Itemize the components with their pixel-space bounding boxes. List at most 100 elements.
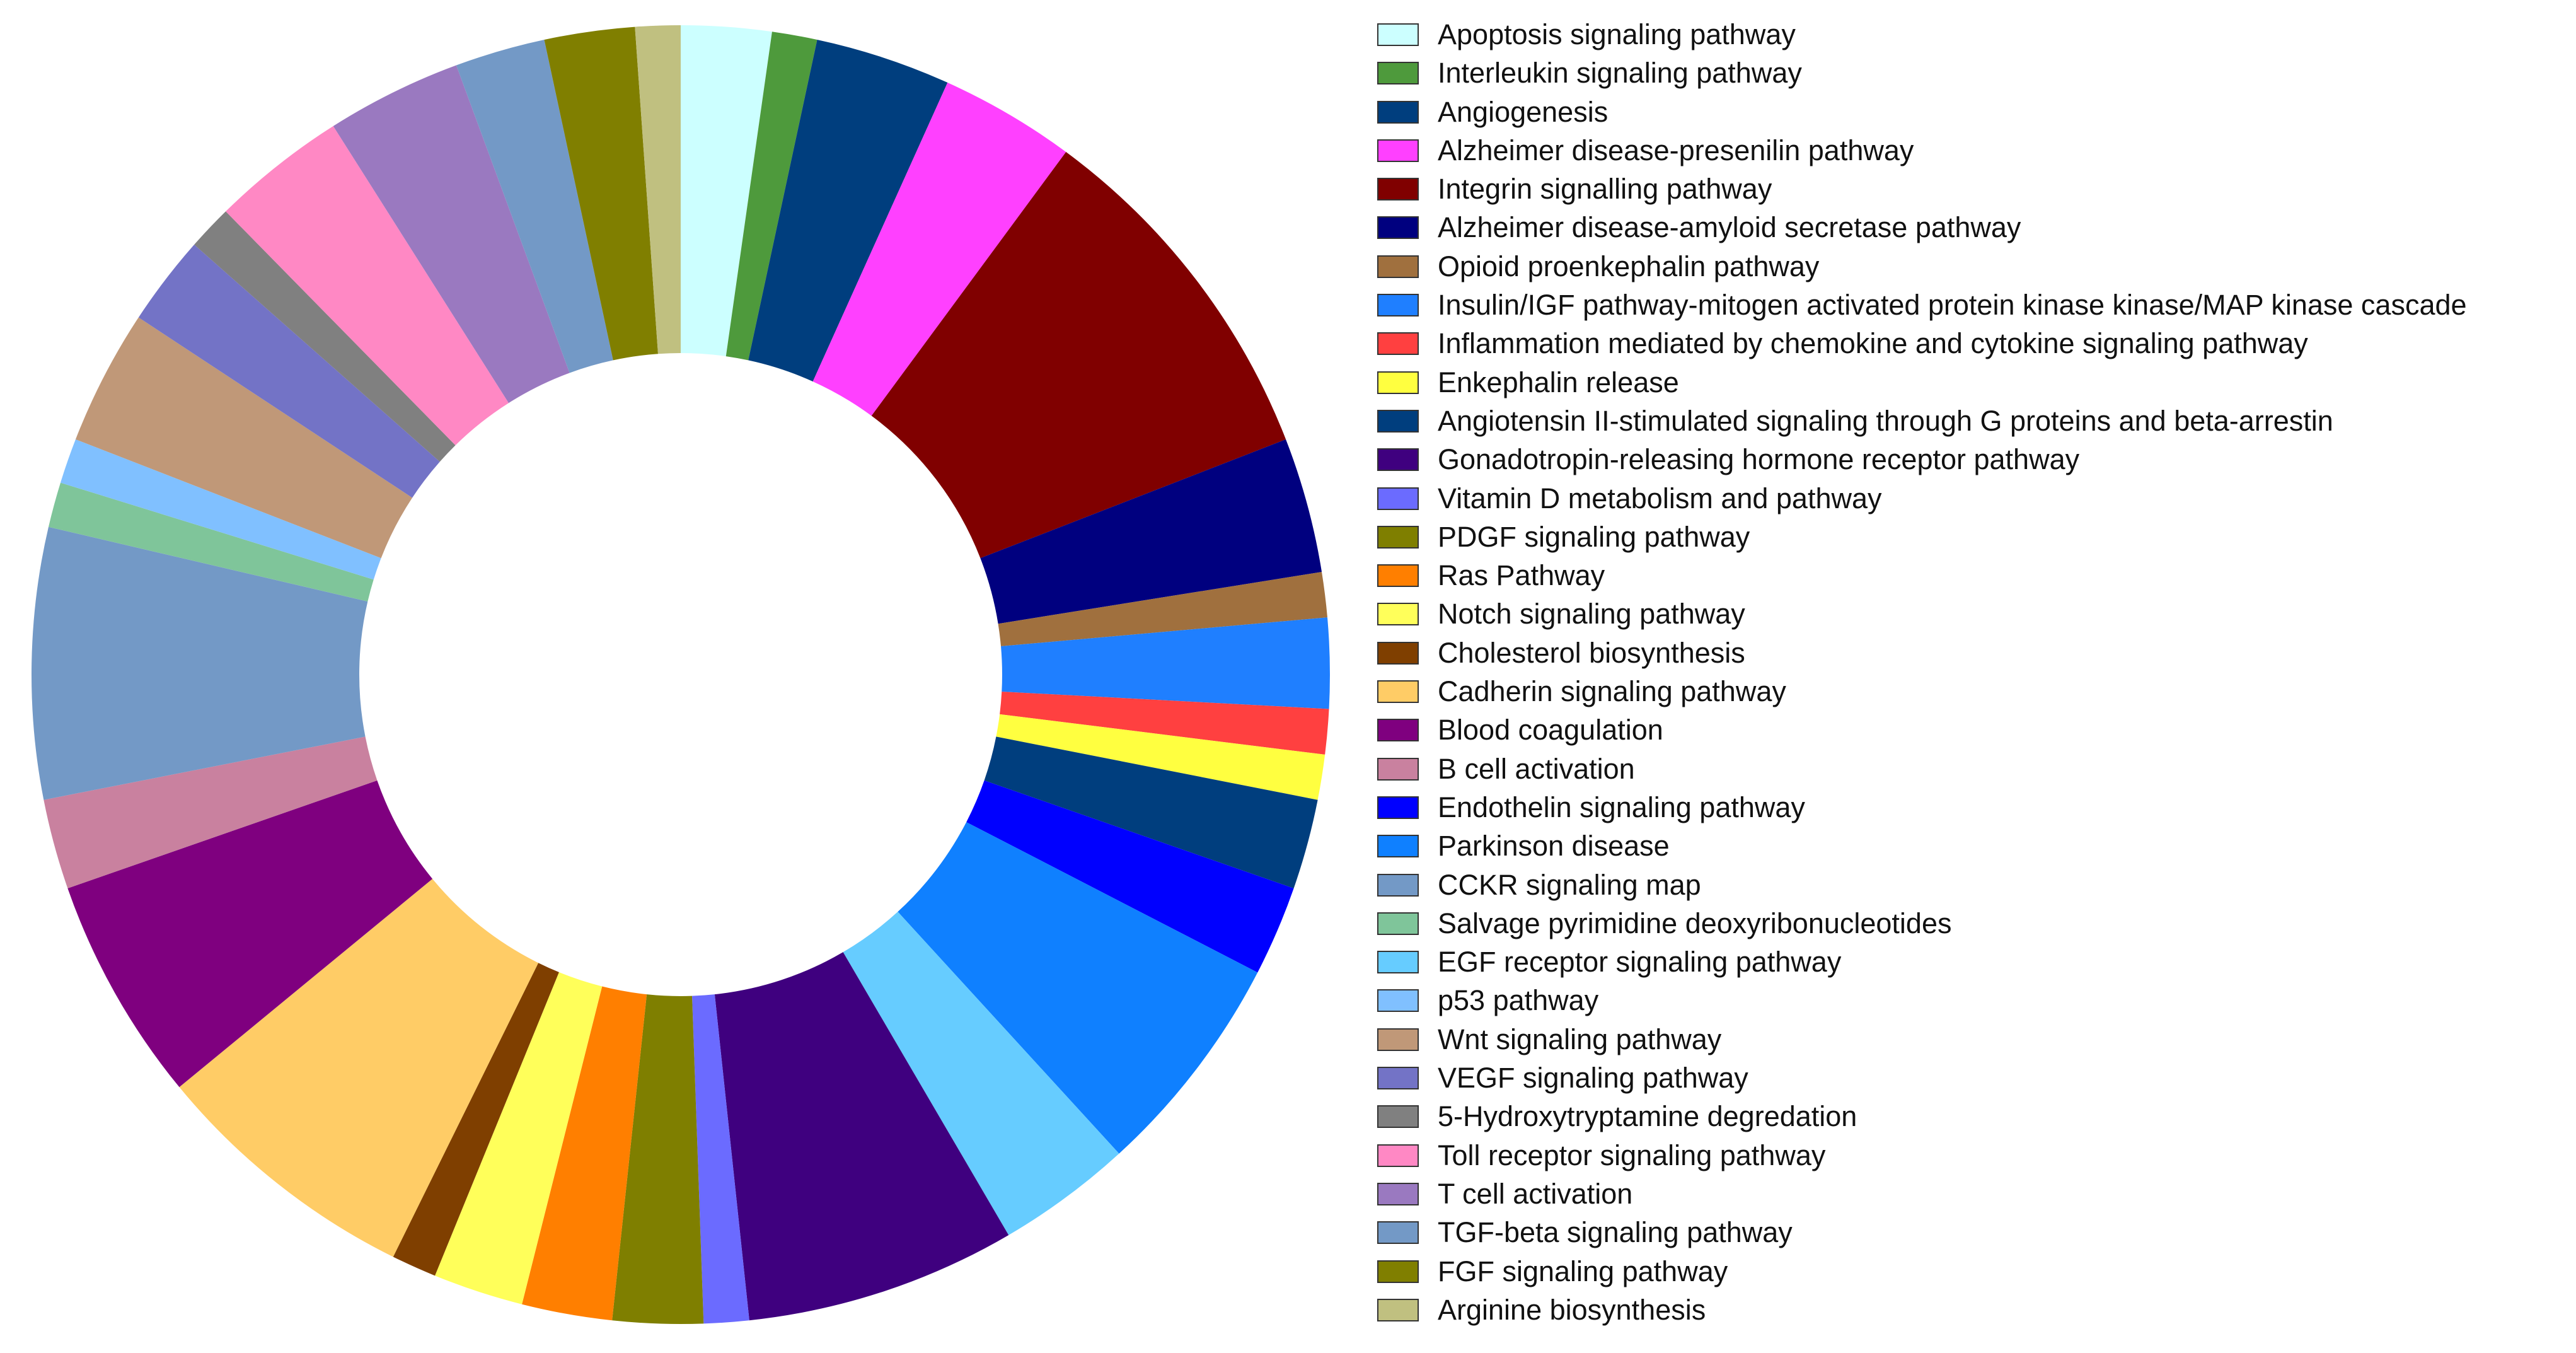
- legend-item: PDGF signaling pathway: [1377, 520, 2568, 558]
- legend-item: FGF signaling pathway: [1377, 1254, 2568, 1292]
- legend-item: Angiogenesis: [1377, 95, 2568, 133]
- legend-swatch: [1377, 680, 1419, 704]
- slice-blood-coagulation: [67, 780, 433, 1088]
- legend-swatch: [1377, 1028, 1419, 1051]
- legend-label: Angiogenesis: [1438, 95, 1609, 128]
- legend-label: CCKR signaling map: [1438, 868, 1701, 901]
- chart-legend: Apoptosis signaling pathway Interleukin s…: [1377, 17, 2568, 1331]
- legend-item: Blood coagulation: [1377, 712, 2568, 751]
- legend-swatch: [1377, 332, 1419, 356]
- legend-item: Toll receptor signaling pathway: [1377, 1138, 2568, 1176]
- legend-item: Cadherin signaling pathway: [1377, 674, 2568, 712]
- legend-swatch: [1377, 603, 1419, 626]
- legend-label: p53 pathway: [1438, 984, 1599, 1017]
- legend-label: Cadherin signaling pathway: [1438, 675, 1786, 708]
- legend-label: EGF receptor signaling pathway: [1438, 946, 1842, 978]
- legend-label: Parkinson disease: [1438, 830, 1670, 862]
- legend-swatch: [1377, 1067, 1419, 1090]
- legend-item: B cell activation: [1377, 752, 2568, 790]
- donut-chart: [31, 25, 1331, 1324]
- legend-item: Insulin/IGF pathway-mitogen activated pr…: [1377, 287, 2568, 326]
- legend-item: Gonadotropin-releasing hormone receptor …: [1377, 442, 2568, 480]
- slice-interleukin-signaling-pathway: [725, 32, 817, 361]
- slice-endothelin-signaling-pathway: [966, 780, 1294, 973]
- legend-label: TGF-beta signaling pathway: [1438, 1216, 1793, 1249]
- legend-item: Arginine biosynthesis: [1377, 1292, 2568, 1331]
- legend-label: Alzheimer disease-amyloid secretase path…: [1438, 211, 2021, 244]
- legend-label: Vitamin D metabolism and pathway: [1438, 482, 1882, 514]
- legend-swatch: [1377, 912, 1419, 935]
- legend-item: p53 pathway: [1377, 983, 2568, 1021]
- legend-label: Salvage pyrimidine deoxyribonucleotides: [1438, 907, 1952, 939]
- legend-item: VEGF signaling pathway: [1377, 1060, 2568, 1099]
- legend-item: EGF receptor signaling pathway: [1377, 944, 2568, 983]
- legend-item: T cell activation: [1377, 1176, 2568, 1215]
- legend-item: Notch signaling pathway: [1377, 596, 2568, 635]
- slice-enkephalin-release: [996, 714, 1326, 800]
- slice-angiotensin-ii-stimulated-signaling-through-g-proteins-and-beta-arrestin: [984, 736, 1318, 888]
- legend-item: Opioid proenkephalin pathway: [1377, 249, 2568, 287]
- legend-label: Enkephalin release: [1438, 366, 1679, 398]
- legend-item: Enkephalin release: [1377, 365, 2568, 404]
- slice-toll-receptor-signaling-pathway: [226, 125, 509, 446]
- legend-swatch: [1377, 951, 1419, 974]
- legend-swatch: [1377, 1105, 1419, 1129]
- legend-swatch: [1377, 23, 1419, 46]
- legend-swatch: [1377, 448, 1419, 472]
- legend-item: Integrin signalling pathway: [1377, 171, 2568, 210]
- legend-swatch: [1377, 100, 1419, 124]
- legend-swatch: [1377, 294, 1419, 317]
- legend-item: 5-Hydroxytryptamine degredation: [1377, 1099, 2568, 1137]
- slice-alzheimer-disease-presenilin-pathway: [812, 83, 1066, 416]
- legend-item: Inflammation mediated by chemokine and c…: [1377, 326, 2568, 364]
- legend-label: PDGF signaling pathway: [1438, 520, 1750, 553]
- legend-label: Integrin signalling pathway: [1438, 173, 1772, 206]
- legend-swatch: [1377, 835, 1419, 858]
- legend-swatch: [1377, 564, 1419, 588]
- slice-arginine-biosynthesis: [635, 25, 681, 354]
- legend-item: Vitamin D metabolism and pathway: [1377, 481, 2568, 520]
- legend-swatch: [1377, 719, 1419, 742]
- slice-parkinson-disease: [898, 822, 1258, 1154]
- legend-label: Apoptosis signaling pathway: [1438, 18, 1796, 50]
- slice-wnt-signaling-pathway: [75, 317, 413, 559]
- legend-swatch: [1377, 62, 1419, 85]
- legend-label: Insulin/IGF pathway-mitogen activated pr…: [1438, 289, 2467, 322]
- slice-fgf-signaling-pathway: [544, 26, 659, 361]
- legend-label: Gonadotropin-releasing hormone receptor …: [1438, 443, 2080, 476]
- legend-label: Angiotensin II-stimulated signaling thro…: [1438, 404, 2333, 437]
- legend-label: Inflammation mediated by chemokine and c…: [1438, 327, 2308, 360]
- slice-insulin-igf-pathway-mitogen-activated-protein-kinase-kinase-map-kinase-cascade: [1001, 617, 1331, 709]
- legend-swatch: [1377, 371, 1419, 394]
- legend-label: 5-Hydroxytryptamine degredation: [1438, 1100, 1857, 1133]
- legend-item: Wnt signaling pathway: [1377, 1022, 2568, 1060]
- legend-swatch: [1377, 757, 1419, 781]
- legend-label: Arginine biosynthesis: [1438, 1293, 1706, 1326]
- legend-swatch: [1377, 487, 1419, 510]
- slice-apoptosis-signaling-pathway: [681, 25, 772, 357]
- legend-label: Ras Pathway: [1438, 559, 1605, 592]
- legend-item: Alzheimer disease-amyloid secretase path…: [1377, 210, 2568, 248]
- slice-cholesterol-biosynthesis: [393, 963, 559, 1276]
- slice-cckr-signaling-map: [31, 526, 368, 800]
- slice-pdgf-signaling-pathway: [612, 994, 704, 1324]
- legend-item: Ras Pathway: [1377, 558, 2568, 596]
- slice-gonadotropin-releasing-hormone-receptor-pathway: [714, 952, 1009, 1321]
- slice-inflammation-mediated-by-chemokine-and-cytokine-signaling-pathway: [1000, 691, 1329, 755]
- legend-swatch: [1377, 1182, 1419, 1205]
- slice-vitamin-d-metabolism-and-pathway: [691, 994, 749, 1324]
- slice-tgf-beta-signaling-pathway: [456, 40, 613, 373]
- legend-item: Salvage pyrimidine deoxyribonucleotides: [1377, 906, 2568, 944]
- slice-alzheimer-disease-amyloid-secretase-pathway: [980, 439, 1322, 624]
- legend-item: TGF-beta signaling pathway: [1377, 1215, 2568, 1253]
- legend-swatch: [1377, 1144, 1419, 1167]
- legend-swatch: [1377, 255, 1419, 278]
- legend-item: Alzheimer disease-presenilin pathway: [1377, 133, 2568, 171]
- legend-label: Alzheimer disease-presenilin pathway: [1438, 134, 1914, 166]
- legend-label: B cell activation: [1438, 752, 1635, 785]
- legend-label: Wnt signaling pathway: [1438, 1023, 1722, 1055]
- legend-swatch: [1377, 139, 1419, 162]
- slice-t-cell-activation: [333, 65, 570, 404]
- legend-item: Apoptosis signaling pathway: [1377, 17, 2568, 55]
- slice-b-cell-activation: [43, 736, 378, 888]
